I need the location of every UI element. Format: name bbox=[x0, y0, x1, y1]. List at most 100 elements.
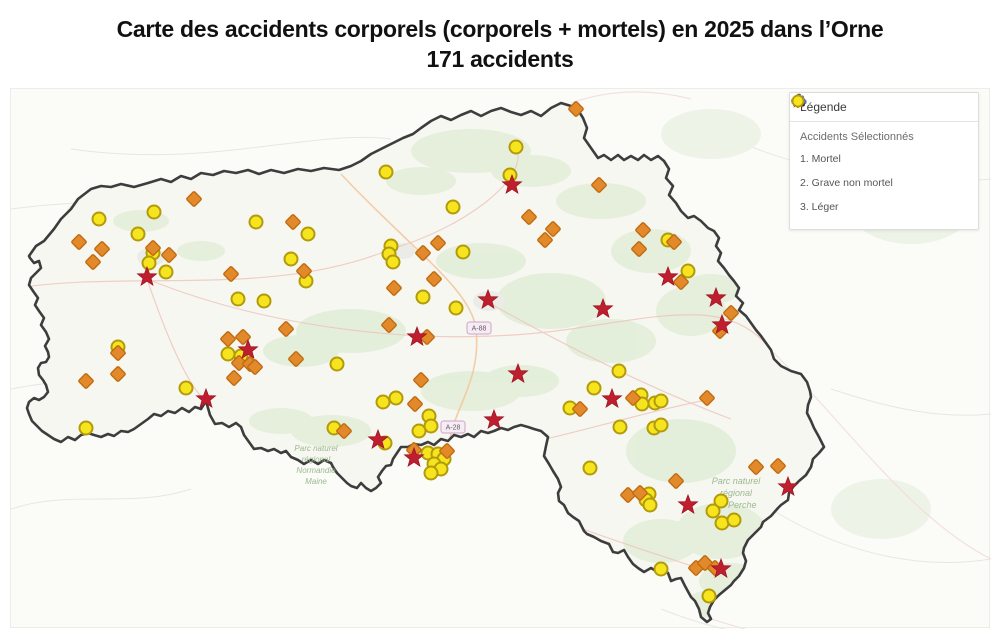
marker-mortel[interactable] bbox=[477, 288, 499, 310]
marker-grave[interactable] bbox=[336, 423, 352, 439]
marker-leger[interactable] bbox=[385, 254, 401, 270]
marker-grave[interactable] bbox=[186, 191, 202, 207]
marker-grave[interactable] bbox=[407, 396, 423, 412]
marker-leger[interactable] bbox=[713, 493, 729, 509]
marker-grave[interactable] bbox=[235, 329, 251, 345]
marker-leger[interactable] bbox=[455, 244, 471, 260]
marker-leger[interactable] bbox=[375, 394, 391, 410]
marker-grave[interactable] bbox=[770, 458, 786, 474]
marker-grave[interactable] bbox=[85, 254, 101, 270]
marker-mortel[interactable] bbox=[710, 557, 732, 579]
marker-grave[interactable] bbox=[381, 317, 397, 333]
marker-leger[interactable] bbox=[611, 363, 627, 379]
marker-leger[interactable] bbox=[680, 263, 696, 279]
marker-grave[interactable] bbox=[226, 370, 242, 386]
marker-leger[interactable] bbox=[146, 204, 162, 220]
marker-leger[interactable] bbox=[612, 419, 628, 435]
marker-grave[interactable] bbox=[223, 266, 239, 282]
marker-leger[interactable] bbox=[388, 390, 404, 406]
marker-mortel[interactable] bbox=[507, 362, 529, 384]
marker-leger[interactable] bbox=[256, 293, 272, 309]
marker-leger[interactable] bbox=[653, 561, 669, 577]
marker-grave[interactable] bbox=[666, 234, 682, 250]
marker-mortel[interactable] bbox=[705, 286, 727, 308]
marker-grave[interactable] bbox=[415, 245, 431, 261]
marker-grave[interactable] bbox=[413, 372, 429, 388]
marker-leger[interactable] bbox=[378, 164, 394, 180]
marker-leger[interactable] bbox=[178, 380, 194, 396]
marker-grave[interactable] bbox=[699, 390, 715, 406]
marker-grave[interactable] bbox=[625, 390, 641, 406]
map-container[interactable]: Parc naturel régional du Perche Parc nature… bbox=[10, 88, 991, 629]
marker-leger[interactable] bbox=[78, 420, 94, 436]
marker-leger[interactable] bbox=[300, 226, 316, 242]
marker-mortel[interactable] bbox=[136, 265, 158, 287]
marker-grave[interactable] bbox=[94, 241, 110, 257]
marker-mortel[interactable] bbox=[406, 325, 428, 347]
marker-leger[interactable] bbox=[411, 423, 427, 439]
marker-grave[interactable] bbox=[723, 305, 739, 321]
marker-leger[interactable] bbox=[448, 300, 464, 316]
marker-mortel[interactable] bbox=[601, 387, 623, 409]
marker-grave[interactable] bbox=[673, 274, 689, 290]
marker-leger[interactable] bbox=[701, 588, 717, 604]
marker-leger[interactable] bbox=[415, 289, 431, 305]
marker-mortel[interactable] bbox=[501, 173, 523, 195]
marker-grave[interactable] bbox=[572, 401, 588, 417]
marker-grave[interactable] bbox=[386, 280, 402, 296]
marker-leger[interactable] bbox=[726, 512, 742, 528]
marker-mortel[interactable] bbox=[237, 338, 259, 360]
marker-leger[interactable] bbox=[220, 346, 236, 362]
marker-grave[interactable] bbox=[161, 247, 177, 263]
marker-mortel[interactable] bbox=[777, 475, 799, 497]
marker-grave[interactable] bbox=[537, 232, 553, 248]
marker-grave[interactable] bbox=[296, 263, 312, 279]
marker-grave[interactable] bbox=[110, 345, 126, 361]
marker-grave[interactable] bbox=[78, 373, 94, 389]
marker-leger[interactable] bbox=[158, 264, 174, 280]
marker-grave[interactable] bbox=[545, 221, 561, 237]
marker-grave[interactable] bbox=[439, 443, 455, 459]
marker-grave[interactable] bbox=[71, 234, 87, 250]
marker-grave[interactable] bbox=[231, 355, 247, 371]
marker-grave[interactable] bbox=[426, 271, 442, 287]
marker-grave[interactable] bbox=[620, 487, 636, 503]
marker-grave[interactable] bbox=[591, 177, 607, 193]
marker-leger[interactable] bbox=[423, 465, 439, 481]
marker-leger[interactable] bbox=[653, 417, 669, 433]
marker-mortel[interactable] bbox=[711, 313, 733, 335]
marker-grave[interactable] bbox=[568, 101, 584, 117]
marker-grave[interactable] bbox=[631, 241, 647, 257]
marker-leger[interactable] bbox=[445, 199, 461, 215]
marker-leger[interactable] bbox=[230, 291, 246, 307]
marker-leger[interactable] bbox=[141, 255, 157, 271]
marker-leger[interactable] bbox=[642, 497, 658, 513]
marker-grave[interactable] bbox=[668, 473, 684, 489]
marker-grave[interactable] bbox=[247, 359, 263, 375]
marker-grave[interactable] bbox=[145, 240, 161, 256]
marker-leger[interactable] bbox=[582, 460, 598, 476]
marker-mortel[interactable] bbox=[195, 387, 217, 409]
marker-grave[interactable] bbox=[748, 459, 764, 475]
legend-header[interactable]: Légende bbox=[790, 93, 978, 122]
marker-grave[interactable] bbox=[288, 351, 304, 367]
marker-grave[interactable] bbox=[285, 214, 301, 230]
marker-leger[interactable] bbox=[705, 503, 721, 519]
marker-mortel[interactable] bbox=[403, 446, 425, 468]
marker-leger[interactable] bbox=[329, 356, 345, 372]
marker-grave[interactable] bbox=[278, 321, 294, 337]
marker-leger[interactable] bbox=[508, 139, 524, 155]
marker-mortel[interactable] bbox=[677, 493, 699, 515]
marker-leger[interactable] bbox=[91, 211, 107, 227]
marker-mortel[interactable] bbox=[483, 408, 505, 430]
marker-leger[interactable] bbox=[130, 226, 146, 242]
marker-mortel[interactable] bbox=[657, 265, 679, 287]
marker-leger[interactable] bbox=[653, 393, 669, 409]
marker-mortel[interactable] bbox=[592, 297, 614, 319]
marker-mortel[interactable] bbox=[367, 428, 389, 450]
marker-grave[interactable] bbox=[521, 209, 537, 225]
marker-leger[interactable] bbox=[586, 380, 602, 396]
marker-leger[interactable] bbox=[283, 251, 299, 267]
marker-grave[interactable] bbox=[635, 222, 651, 238]
marker-leger[interactable] bbox=[714, 515, 730, 531]
